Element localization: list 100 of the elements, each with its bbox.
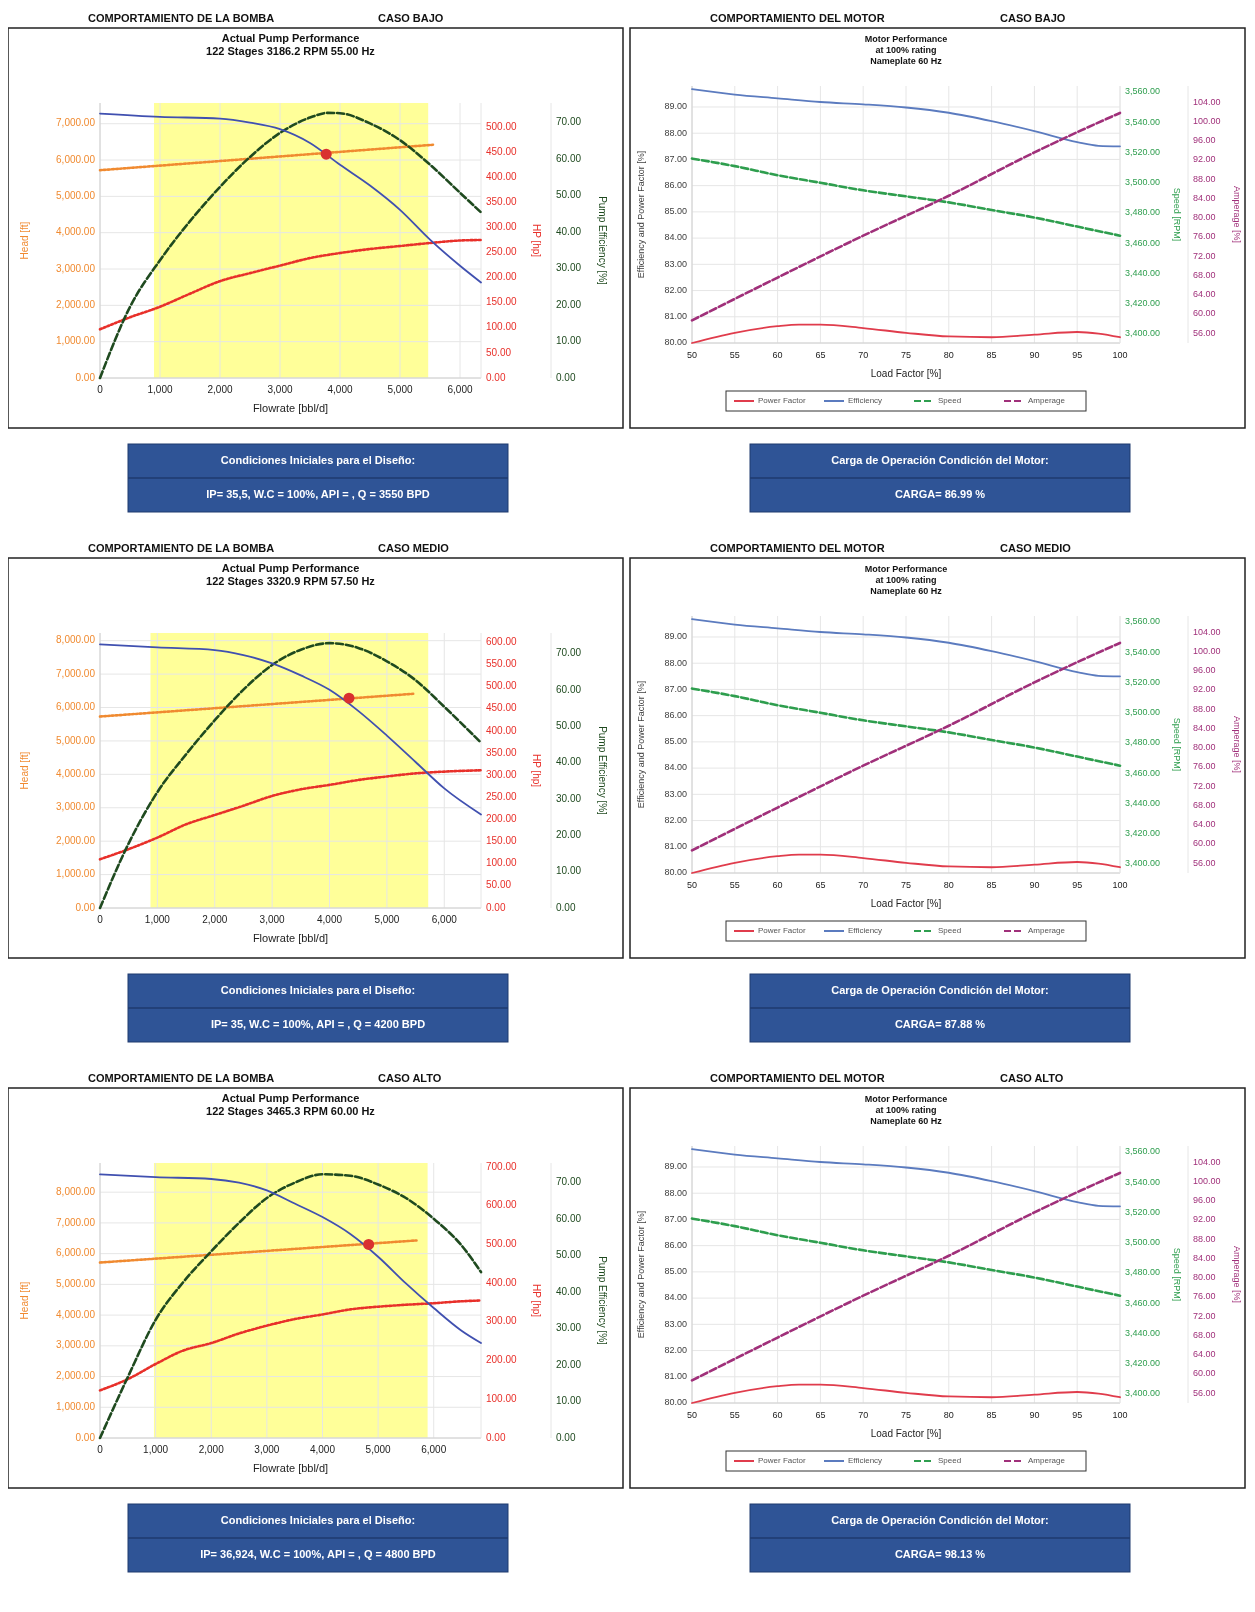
y2-tick-label: 200.00: [486, 813, 518, 825]
y3-tick-label: 50.00: [556, 189, 582, 201]
chart-title: COMPORTAMIENTO DEL MOTOR: [710, 1072, 885, 1084]
y-tick-label: 85.00: [664, 736, 687, 747]
y3-tick-label: 104.00: [1193, 626, 1221, 637]
y2-tick-label: 3,440.00: [1125, 797, 1161, 808]
x-tick-label: 1,000: [143, 1444, 169, 1455]
y-tick-label: 81.00: [664, 1371, 687, 1382]
y3-tick-label: 104.00: [1193, 96, 1221, 107]
x-tick-label: 2,000: [202, 914, 228, 925]
y3-tick-label: 30.00: [556, 1322, 582, 1334]
x-tick-label: 0: [97, 1444, 104, 1455]
y-tick-label: 2,000.00: [56, 298, 96, 310]
y2-tick-label: 250.00: [486, 790, 518, 802]
y-tick-label: 4,000.00: [56, 767, 96, 779]
chart-subtitle: Actual Pump Performance 122 Stages 3186.2 RPM 55.00 Hz: [206, 32, 376, 57]
y2-tick-label: 300.00: [486, 1315, 518, 1327]
y2-tick-label: 3,480.00: [1125, 1267, 1161, 1278]
y-tick-label: 4,000.00: [56, 1308, 96, 1320]
line-series: [691, 1148, 1121, 1208]
y-tick-label: 86.00: [664, 180, 687, 191]
y3-tick-label: 60.00: [1193, 838, 1216, 849]
y3-axis-title: Pump Efficiency [%]: [597, 1256, 608, 1346]
x-tick-label: 3,000: [259, 914, 286, 925]
y-tick-label: 0.00: [75, 371, 96, 383]
y2-tick-label: 3,440.00: [1125, 1327, 1161, 1338]
x-tick-label: 6,000: [421, 1444, 447, 1455]
y2-tick-label: 3,480.00: [1125, 207, 1161, 218]
y3-tick-label: 64.00: [1193, 819, 1216, 830]
x-axis-title: Load Factor [%]: [870, 898, 942, 909]
x-tick-label: 4,000: [317, 914, 343, 925]
x-tick-label: 3,000: [254, 1444, 280, 1455]
y-tick-label: 89.00: [664, 1161, 687, 1172]
legend-label: Power Factor: [758, 1456, 806, 1466]
text: IP= 35, W.C = 100%, API = , Q = 4200 BPD: [210, 1017, 426, 1030]
text: CARGA= 87.88 %: [894, 1017, 986, 1030]
text: Carga de Operación Condición del Motor:: [831, 1513, 1049, 1526]
x-tick-label: 100: [1112, 1410, 1128, 1420]
y-tick-label: 86.00: [664, 710, 687, 721]
y-tick-label: 82.00: [664, 814, 687, 825]
y-axis-title: Efficiency and Power Factor [%]: [636, 1210, 646, 1339]
y3-tick-label: 70.00: [556, 1176, 582, 1188]
y2-tick-label: 550.00: [486, 658, 518, 670]
y3-tick-label: 64.00: [1193, 1349, 1216, 1360]
y-tick-label: 85.00: [664, 206, 687, 217]
y3-tick-label: 10.00: [556, 335, 582, 347]
y-tick-label: 87.00: [664, 683, 687, 694]
y-tick-label: 3,000.00: [56, 1339, 96, 1351]
y2-tick-label: 150.00: [486, 296, 518, 308]
y-axis-title: Head [ft]: [19, 1281, 30, 1320]
y2-tick-label: 500.00: [486, 120, 518, 132]
y2-tick-label: 400.00: [486, 170, 518, 182]
y3-tick-label: 84.00: [1193, 192, 1216, 203]
x-tick-label: 0: [97, 384, 104, 395]
x-tick-label: 5,000: [365, 1444, 392, 1455]
legend-label: Efficiency: [848, 396, 883, 406]
y2-tick-label: 3,400.00: [1125, 328, 1161, 339]
y2-tick-label: 3,460.00: [1125, 237, 1161, 248]
y-tick-label: 7,000.00: [56, 117, 96, 129]
y3-tick-label: 56.00: [1193, 327, 1216, 338]
y-tick-label: 0.00: [75, 901, 96, 913]
y2-tick-label: 3,420.00: [1125, 298, 1161, 309]
legend-label: Power Factor: [758, 926, 806, 936]
y-tick-label: 81.00: [664, 841, 687, 852]
y-tick-label: 7,000.00: [56, 667, 96, 679]
y3-tick-label: 56.00: [1193, 857, 1216, 868]
x-tick-label: 1,000: [144, 914, 171, 925]
y-tick-label: 4,000.00: [56, 226, 96, 238]
x-axis-title: Flowrate [bbl/d]: [252, 402, 329, 414]
y-tick-label: 1,000.00: [56, 335, 96, 347]
legend-label: Amperage: [1028, 1456, 1066, 1466]
chart-title: COMPORTAMIENTO DEL MOTOR: [710, 542, 885, 554]
y2-tick-label: 3,460.00: [1125, 767, 1161, 778]
y2-tick-label: 3,540.00: [1125, 646, 1161, 657]
y-tick-label: 85.00: [664, 1266, 687, 1277]
y2-tick-label: 150.00: [486, 835, 518, 847]
x-tick-label: 70: [858, 1410, 869, 1420]
line-series: [99, 112, 482, 284]
y2-tick-label: 3,500.00: [1125, 177, 1161, 188]
text: Carga de Operación Condición del Motor:: [831, 983, 1049, 996]
y2-axis-title: HP [hp]: [531, 753, 542, 788]
y3-tick-label: 88.00: [1193, 173, 1216, 184]
y3-tick-label: 80.00: [1193, 212, 1216, 223]
y2-tick-label: 0.00: [486, 371, 506, 383]
y3-tick-label: 10.00: [556, 1395, 582, 1407]
y3-tick-label: 100.00: [1193, 1175, 1221, 1186]
text: Condiciones Iniciales para el Diseño:: [220, 983, 416, 996]
y-tick-label: 2,000.00: [56, 834, 96, 846]
y3-tick-label: 50.00: [556, 1249, 582, 1261]
y3-axis-title: Amperage [%]: [1232, 185, 1242, 244]
y2-tick-label: 500.00: [486, 1237, 518, 1249]
text: CASO ALTO: [378, 1072, 442, 1084]
y-tick-label: 1,000.00: [56, 868, 96, 880]
y3-tick-label: 60.00: [556, 152, 582, 164]
y-tick-label: 3,000.00: [56, 801, 96, 813]
y2-tick-label: 0.00: [486, 901, 506, 913]
y2-tick-label: 3,420.00: [1125, 828, 1161, 839]
x-tick-label: 1,000: [147, 384, 173, 395]
legend-label: Amperage: [1028, 396, 1066, 406]
y3-tick-label: 40.00: [556, 1285, 582, 1297]
